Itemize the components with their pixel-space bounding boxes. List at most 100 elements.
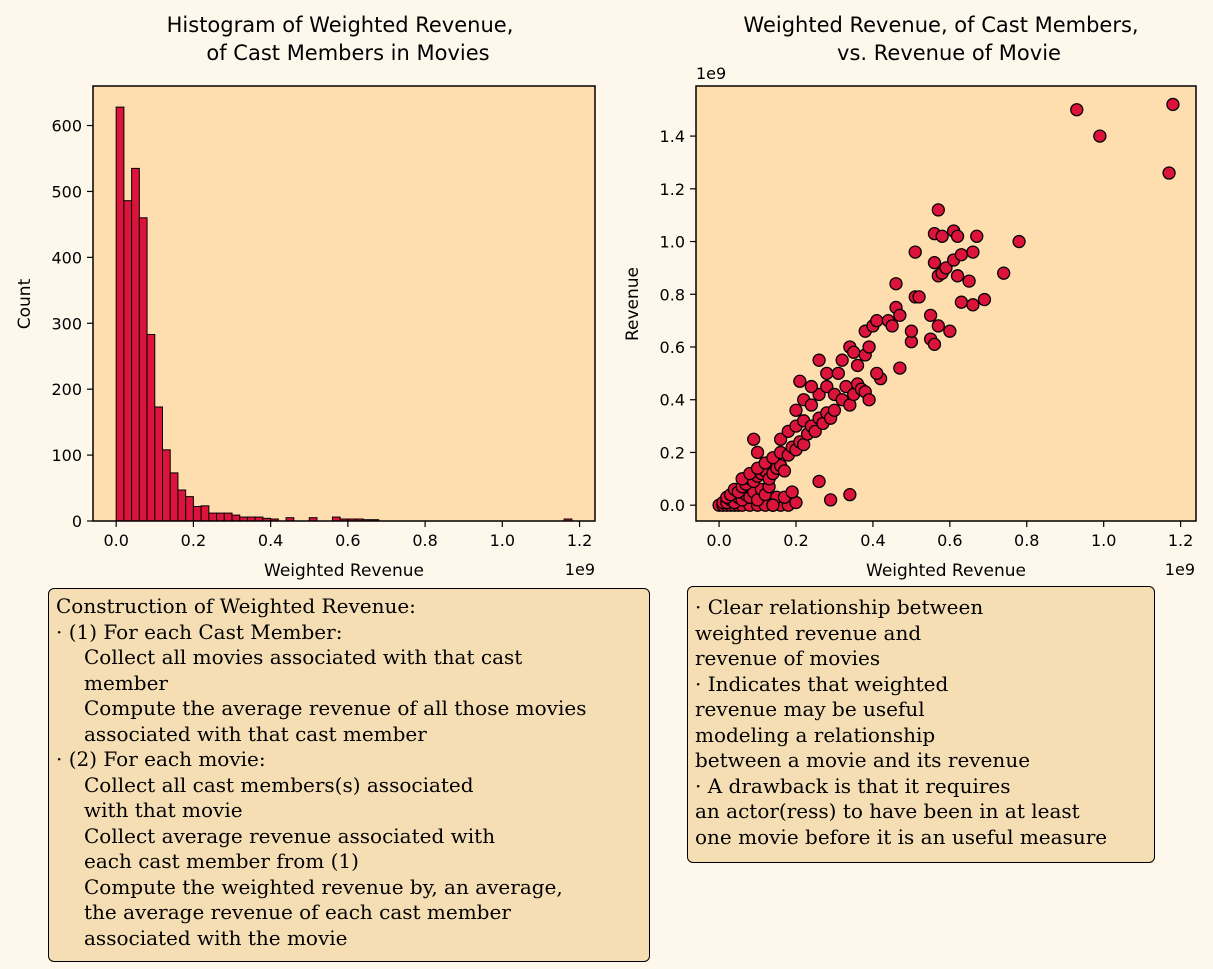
scatter-y-tick-label: 1.4	[660, 127, 685, 146]
scatter-point	[862, 393, 876, 407]
construction-note-line: · (2) For each movie:	[56, 747, 266, 771]
scatter-point	[812, 387, 826, 402]
scatter-y-tick-label: 1.2	[660, 180, 685, 199]
histogram-x-label: Weighted Revenue	[264, 561, 424, 581]
scatter-point	[785, 485, 799, 499]
scatter-point	[950, 269, 965, 283]
histogram-bar	[162, 449, 171, 522]
histogram-bar	[123, 200, 133, 522]
histogram-x-offset: 1e9	[565, 560, 595, 579]
scatter-x-ticks: 0.0 0.2 0.4 0.6 0.8 1.0 1.2	[706, 521, 1193, 550]
observations-note: · Clear relationship between weighted rev…	[687, 586, 1155, 863]
histogram-plot-area	[93, 86, 595, 521]
scatter-point	[823, 493, 838, 507]
scatter-point	[966, 245, 980, 259]
histogram-bar	[192, 506, 202, 522]
histogram-bar	[146, 333, 156, 522]
histogram-bar	[115, 106, 125, 522]
scatter-point	[812, 353, 826, 367]
scatter-point	[912, 290, 926, 304]
scatter-point	[943, 324, 957, 338]
histogram-y-label: Count	[15, 278, 35, 329]
observation-line: · Clear relationship between	[695, 595, 984, 619]
scatter-y-offset: 1e9	[696, 64, 726, 83]
observation-line: revenue of movies	[695, 646, 881, 670]
note-heading: Construction of Weighted Revenue:	[56, 594, 416, 618]
histogram-title-line1: Histogram of Weighted Revenue,	[167, 13, 514, 37]
observation-line: revenue may be useful	[695, 697, 925, 721]
scatter-x-tick-label: 1.0	[1091, 531, 1116, 550]
scatter-point	[747, 432, 761, 446]
scatter-y-tick-label: 0.8	[660, 285, 685, 304]
scatter-point	[931, 319, 945, 333]
scatter-point	[827, 403, 842, 417]
scatter-point	[931, 203, 945, 217]
construction-note-line: Compute the average revenue of all those…	[84, 696, 587, 720]
scatter-point	[789, 403, 803, 417]
histogram-x-ticks: 0.0 0.2 0.4 0.6 0.8 1.0 1.2	[103, 521, 592, 550]
scatter-frame	[695, 85, 1197, 522]
scatter-point	[843, 487, 857, 502]
scatter-point	[927, 337, 942, 352]
histogram-bar	[231, 514, 241, 522]
observation-line: an actor(ress) to have been in at least	[695, 799, 1080, 823]
scatter-point	[804, 379, 819, 394]
histogram-bar	[200, 505, 210, 522]
scatter-point	[820, 379, 834, 394]
scatter-point	[935, 229, 949, 243]
scatter-point	[835, 353, 849, 367]
observation-line: modeling a relationship	[695, 722, 936, 747]
histogram-frame	[92, 85, 596, 522]
scatter-point	[750, 445, 765, 460]
scatter-point	[1162, 166, 1176, 180]
scatter-point	[904, 324, 919, 338]
histogram-x-tick-label: 0.8	[412, 531, 437, 550]
construction-note-line: the average revenue of each cast member	[84, 900, 511, 924]
histogram-y-tick-label: 400	[51, 248, 82, 267]
histogram-bar	[154, 406, 163, 522]
scatter-title-line1: Weighted Revenue, of Cast Members,	[743, 13, 1138, 37]
scatter-point	[923, 308, 938, 323]
scatter-point	[885, 319, 899, 333]
scatter-point	[893, 361, 907, 375]
scatter-point	[1093, 129, 1107, 143]
histogram-title-line2: of Cast Members in Movies	[206, 41, 489, 65]
scatter-point	[908, 245, 922, 259]
scatter-point	[773, 432, 788, 446]
histogram-y-tick-label: 0	[72, 512, 82, 531]
scatter-point	[850, 358, 865, 373]
histogram-x-tick-label: 0.0	[103, 531, 128, 550]
scatter-point	[997, 266, 1011, 280]
construction-note-line: with that movie	[84, 798, 243, 822]
scatter-point	[793, 374, 807, 388]
scatter-title-line2: vs. Revenue of Movie	[837, 41, 1061, 65]
note-lines: · (1) For each Cast Member: Collect all m…	[56, 620, 649, 952]
construction-note-line: · (1) For each Cast Member:	[56, 619, 343, 644]
scatter-point	[766, 498, 780, 512]
scatter-x-tick-label: 1.2	[1168, 531, 1193, 550]
scatter-point	[893, 308, 907, 323]
construction-note-line: Collect all cast members(s) associated	[84, 772, 474, 797]
histogram-bar	[185, 496, 194, 522]
scatter-point	[777, 464, 792, 478]
scatter-point	[962, 274, 976, 288]
scatter-point	[954, 248, 969, 262]
weighted-revenue-construction-note: Construction of Weighted Revenue: · (1) …	[48, 588, 650, 962]
histogram-bar	[208, 512, 218, 522]
scatter-point	[820, 366, 834, 381]
scatter-points	[712, 97, 1180, 512]
scatter-x-offset: 1e9	[1165, 560, 1195, 579]
histogram-y-tick-label: 300	[51, 314, 82, 333]
scatter-point	[831, 366, 845, 381]
histogram-y-ticks: 0 100 200 300 400 500 600	[51, 117, 93, 531]
histogram-bar	[138, 217, 148, 522]
histogram-y-tick-label: 600	[51, 117, 82, 136]
scatter-point	[927, 255, 942, 270]
scatter-y-ticks: 0.0 0.2 0.4 0.6 0.8 1.0 1.2 1.4	[660, 127, 696, 515]
histogram-x-tick-label: 1.2	[567, 531, 592, 550]
construction-note-line: each cast member from (1)	[84, 849, 359, 873]
observation-line: between a movie and its revenue	[695, 748, 1031, 772]
scatter-point	[966, 298, 980, 312]
histogram-bar	[169, 472, 179, 522]
scatter-point	[939, 261, 953, 275]
